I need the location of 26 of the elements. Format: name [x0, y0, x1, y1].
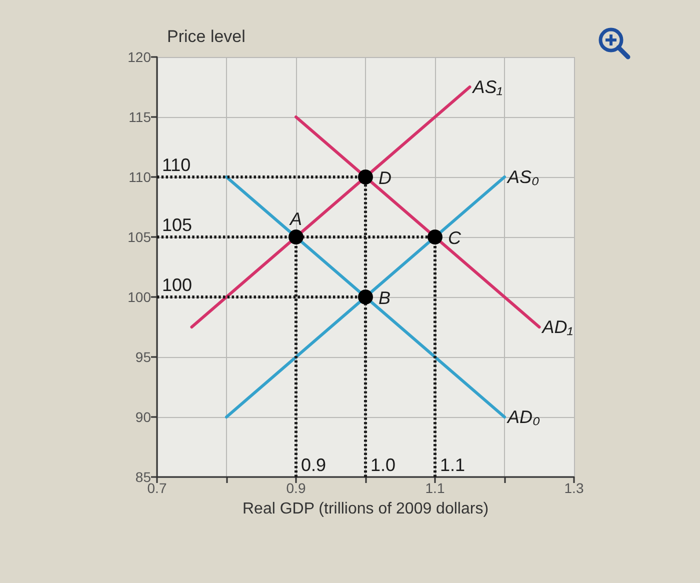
series-label: AD₀	[506, 407, 541, 427]
annotation: 1.1	[440, 455, 466, 475]
annotation: 110	[162, 155, 191, 175]
x-tick-label: 1.1	[425, 480, 445, 496]
y-axis-title: Price level	[167, 27, 246, 46]
x-tick-label: 1.3	[564, 480, 584, 496]
y-tick-label: 115	[128, 109, 152, 125]
y-tick-label: 100	[128, 289, 152, 305]
y-tick-label: 120	[128, 49, 152, 65]
x-tick-label: 0.9	[286, 480, 306, 496]
annotation: 100	[162, 275, 192, 295]
annotation: A	[288, 209, 302, 229]
series-label: AS₁	[472, 77, 503, 97]
annotation: 105	[162, 215, 192, 235]
annotation: 0.9	[301, 455, 326, 475]
annotation: D	[378, 168, 392, 188]
series-label: AS₀	[506, 167, 540, 187]
y-tick-label: 90	[135, 409, 152, 425]
annotation: C	[448, 228, 462, 248]
y-tick-label: 95	[135, 349, 152, 365]
annotation: 1.0	[370, 455, 396, 475]
series-label: AD₁	[541, 317, 574, 337]
y-tick-label: 110	[128, 169, 152, 185]
x-axis-title: Real GDP (trillions of 2009 dollars)	[242, 500, 489, 518]
y-tick-label: 105	[128, 229, 152, 245]
annotation: B	[378, 288, 391, 308]
